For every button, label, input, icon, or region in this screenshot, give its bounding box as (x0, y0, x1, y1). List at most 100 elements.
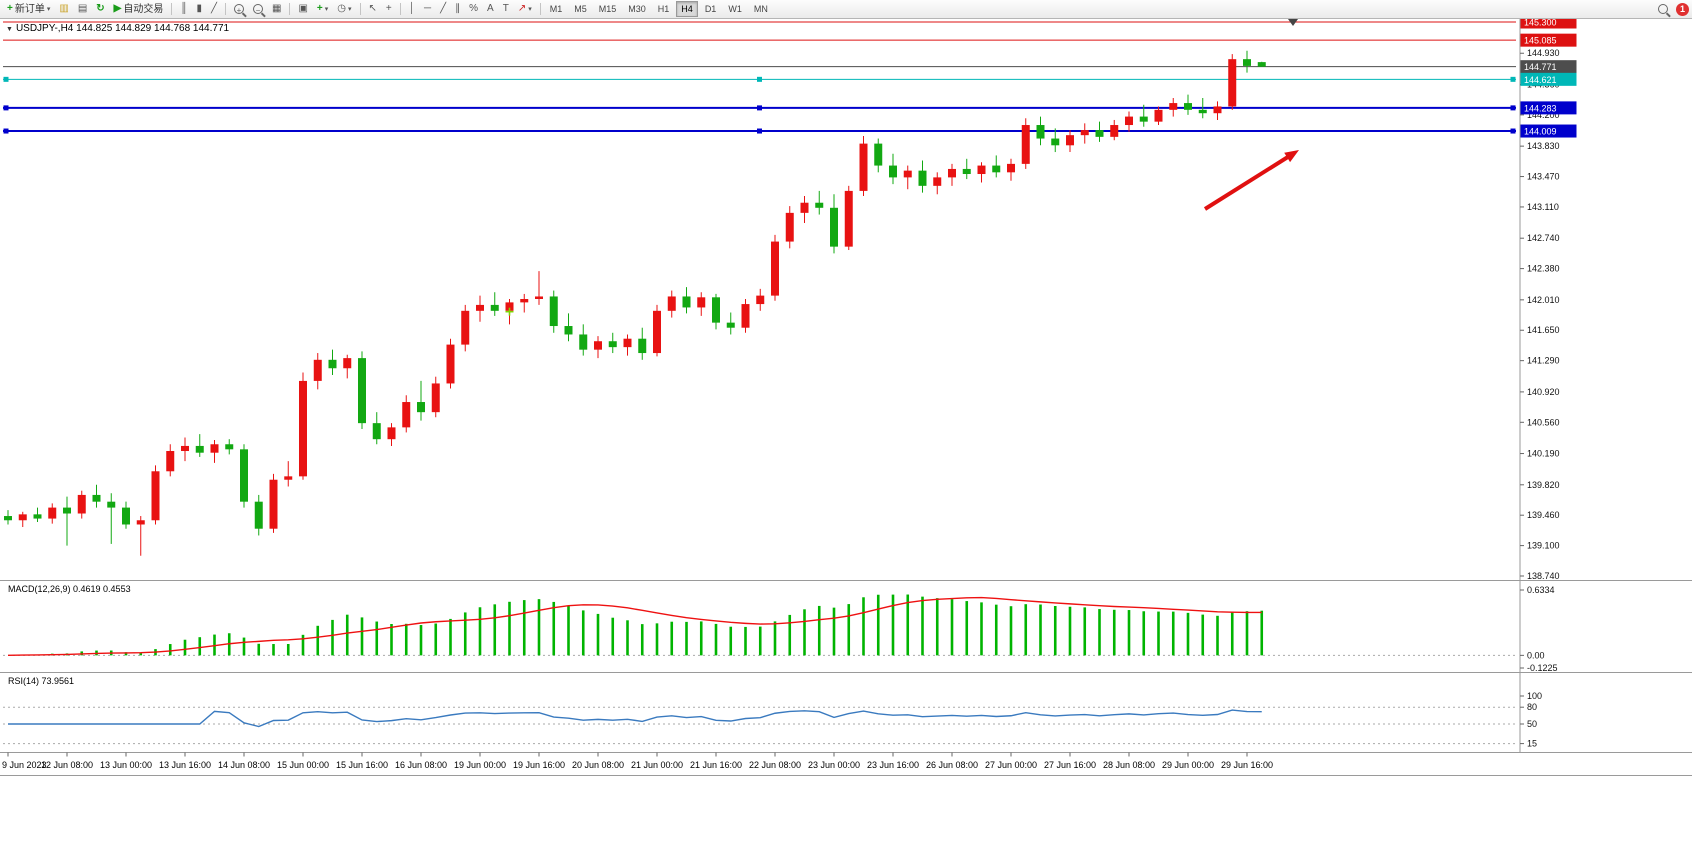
timeframe-group: M1 M5 M15 M30 H1 H4 D1 W1 MN (545, 1, 773, 17)
charts-icon[interactable]: ▥ (59, 3, 69, 14)
arrow-glyph: ↗ (517, 3, 527, 14)
caret-down-icon: ▾ (348, 5, 352, 13)
zoom-in-icon[interactable]: + (230, 1, 248, 18)
separator (225, 3, 226, 15)
fibonacci-icon[interactable]: % (469, 3, 479, 14)
notification-badge[interactable]: 1 (1676, 2, 1689, 16)
candles (4, 50, 1266, 556)
candlestick-icon[interactable]: ▮ (196, 3, 202, 14)
chart-context-icon[interactable]: ▼ (6, 26, 13, 33)
level-price-label: 145.300 (1524, 18, 1557, 28)
line-handle[interactable] (757, 128, 762, 134)
text-label-icon[interactable]: T (502, 3, 509, 14)
separator (171, 3, 173, 15)
rsi-tick-label: 80 (1527, 702, 1537, 712)
line-handle[interactable] (3, 105, 9, 111)
price-tick-label: 140.560 (1527, 417, 1560, 427)
timeframe-m15[interactable]: M15 (598, 4, 617, 14)
line-handle[interactable] (1510, 76, 1516, 82)
price-tick-label: 141.650 (1527, 325, 1560, 335)
trend-arrow-head (1284, 150, 1299, 163)
zoom-out-icon[interactable]: − (249, 1, 267, 18)
timeframe-h1[interactable]: H1 (657, 4, 670, 14)
level-price-box (1520, 60, 1577, 74)
time-tick-label: 23 Jun 16:00 (867, 760, 919, 770)
timeframe-mn[interactable]: MN (753, 4, 768, 14)
search-icon[interactable] (1658, 4, 1668, 14)
rsi-indicator-label: RSI(14) 73.9561 (8, 676, 75, 686)
chart-shift-marker[interactable] (1288, 19, 1298, 26)
trend-arrow-annotation[interactable] (1203, 152, 1294, 211)
timeframe-h4[interactable]: H4 (676, 1, 698, 17)
vertical-line-icon[interactable]: │ (408, 3, 415, 14)
new-order-button[interactable]: + 新订单 ▾ (3, 1, 54, 18)
clock-glyph: ◷ (337, 3, 346, 14)
timeframe-w1[interactable]: W1 (728, 4, 742, 14)
price-tick-label: 143.470 (1527, 172, 1560, 182)
text-icon[interactable]: A (487, 3, 494, 14)
horizontal-line-icon[interactable]: ─ (424, 3, 432, 14)
separator (289, 3, 291, 15)
price-tick-label: 143.110 (1527, 202, 1559, 212)
crosshair-icon[interactable]: + (385, 3, 392, 14)
line-chart-icon[interactable]: ╱ (210, 3, 217, 14)
channel-icon[interactable]: ∥ (455, 3, 461, 14)
timeframe-m1[interactable]: M1 (549, 4, 563, 14)
price-tick-label: 139.100 (1527, 541, 1560, 551)
line-handle[interactable] (757, 105, 762, 111)
time-tick-label: 29 Jun 00:00 (1162, 760, 1214, 770)
time-tick-label: 20 Jun 08:00 (572, 760, 624, 770)
rsi-tick-label: 100 (1527, 691, 1542, 701)
price-tick-label: 140.190 (1527, 449, 1560, 459)
autotrading-button[interactable]: ▶ 自动交易 (110, 1, 168, 18)
price-tick-label: 138.740 (1527, 571, 1560, 581)
time-tick-label: 22 Jun 08:00 (749, 760, 801, 770)
line-handle[interactable] (757, 76, 762, 82)
toolbar: + 新订单 ▾ ▥ ▤ ↻ ▶ 自动交易 ║ ▮ ╱ + − ▦ ▣ + ▾ ◷… (0, 0, 1692, 19)
timeframe-d1[interactable]: D1 (704, 4, 717, 14)
new-order-icon: + (7, 3, 13, 14)
macd-tick-label: 0.00 (1527, 650, 1545, 660)
time-tick-label: 14 Jun 08:00 (218, 760, 270, 770)
line-handle[interactable] (1510, 128, 1516, 134)
line-handle[interactable] (1510, 105, 1516, 111)
time-tick-label: 27 Jun 16:00 (1044, 760, 1096, 770)
line-handle[interactable] (3, 128, 9, 134)
cascade-windows-icon[interactable]: ▣ (298, 3, 308, 14)
indicators-icon[interactable]: + ▾ (313, 1, 332, 18)
level-price-label: 144.283 (1524, 103, 1557, 113)
refresh-icon[interactable]: ↻ (96, 3, 105, 14)
arrows-icon[interactable]: ↗ ▾ (514, 1, 536, 18)
time-tick-label: 21 Jun 16:00 (690, 760, 742, 770)
timeframe-m30[interactable]: M30 (628, 4, 646, 14)
level-price-box (1520, 124, 1577, 138)
price-axis[interactable]: 144.930144.560144.200143.830143.470143.1… (1520, 15, 1577, 749)
trendline-icon[interactable]: ╱ (440, 3, 447, 14)
magnifier-glyph: + (234, 4, 244, 15)
chart-title: ▼ USDJPY-,H4 144.825 144.829 144.768 144.… (6, 23, 229, 34)
timeframe-m5[interactable]: M5 (574, 4, 587, 14)
separator (399, 3, 401, 15)
period-icon[interactable]: ◷ ▾ (333, 1, 355, 18)
autotrading-label: 自动交易 (123, 3, 164, 15)
rsi-tick-label: 50 (1527, 719, 1537, 729)
price-level-lines[interactable] (3, 21, 1516, 134)
bar-chart-icon[interactable]: ║ (180, 3, 188, 14)
tile-windows-icon[interactable]: ▦ (272, 3, 282, 14)
time-tick-label: 27 Jun 00:00 (985, 760, 1037, 770)
new-order-label: 新订单 (14, 3, 45, 15)
price-tick-label: 142.380 (1527, 264, 1560, 274)
level-price-label: 144.771 (1524, 62, 1557, 72)
level-price-label: 144.009 (1524, 127, 1557, 137)
line-handle[interactable] (3, 76, 9, 82)
separator (359, 3, 361, 15)
level-price-box (1520, 101, 1577, 115)
profiles-icon[interactable]: ▤ (77, 3, 88, 14)
chart-title-text: USDJPY-,H4 144.825 144.829 144.768 144.7… (15, 23, 230, 34)
cursor-icon[interactable]: ↖ (368, 3, 377, 14)
time-tick-label: 13 Jun 00:00 (100, 760, 152, 770)
price-tick-label: 139.820 (1527, 480, 1560, 490)
price-tick-label: 140.920 (1527, 387, 1560, 397)
